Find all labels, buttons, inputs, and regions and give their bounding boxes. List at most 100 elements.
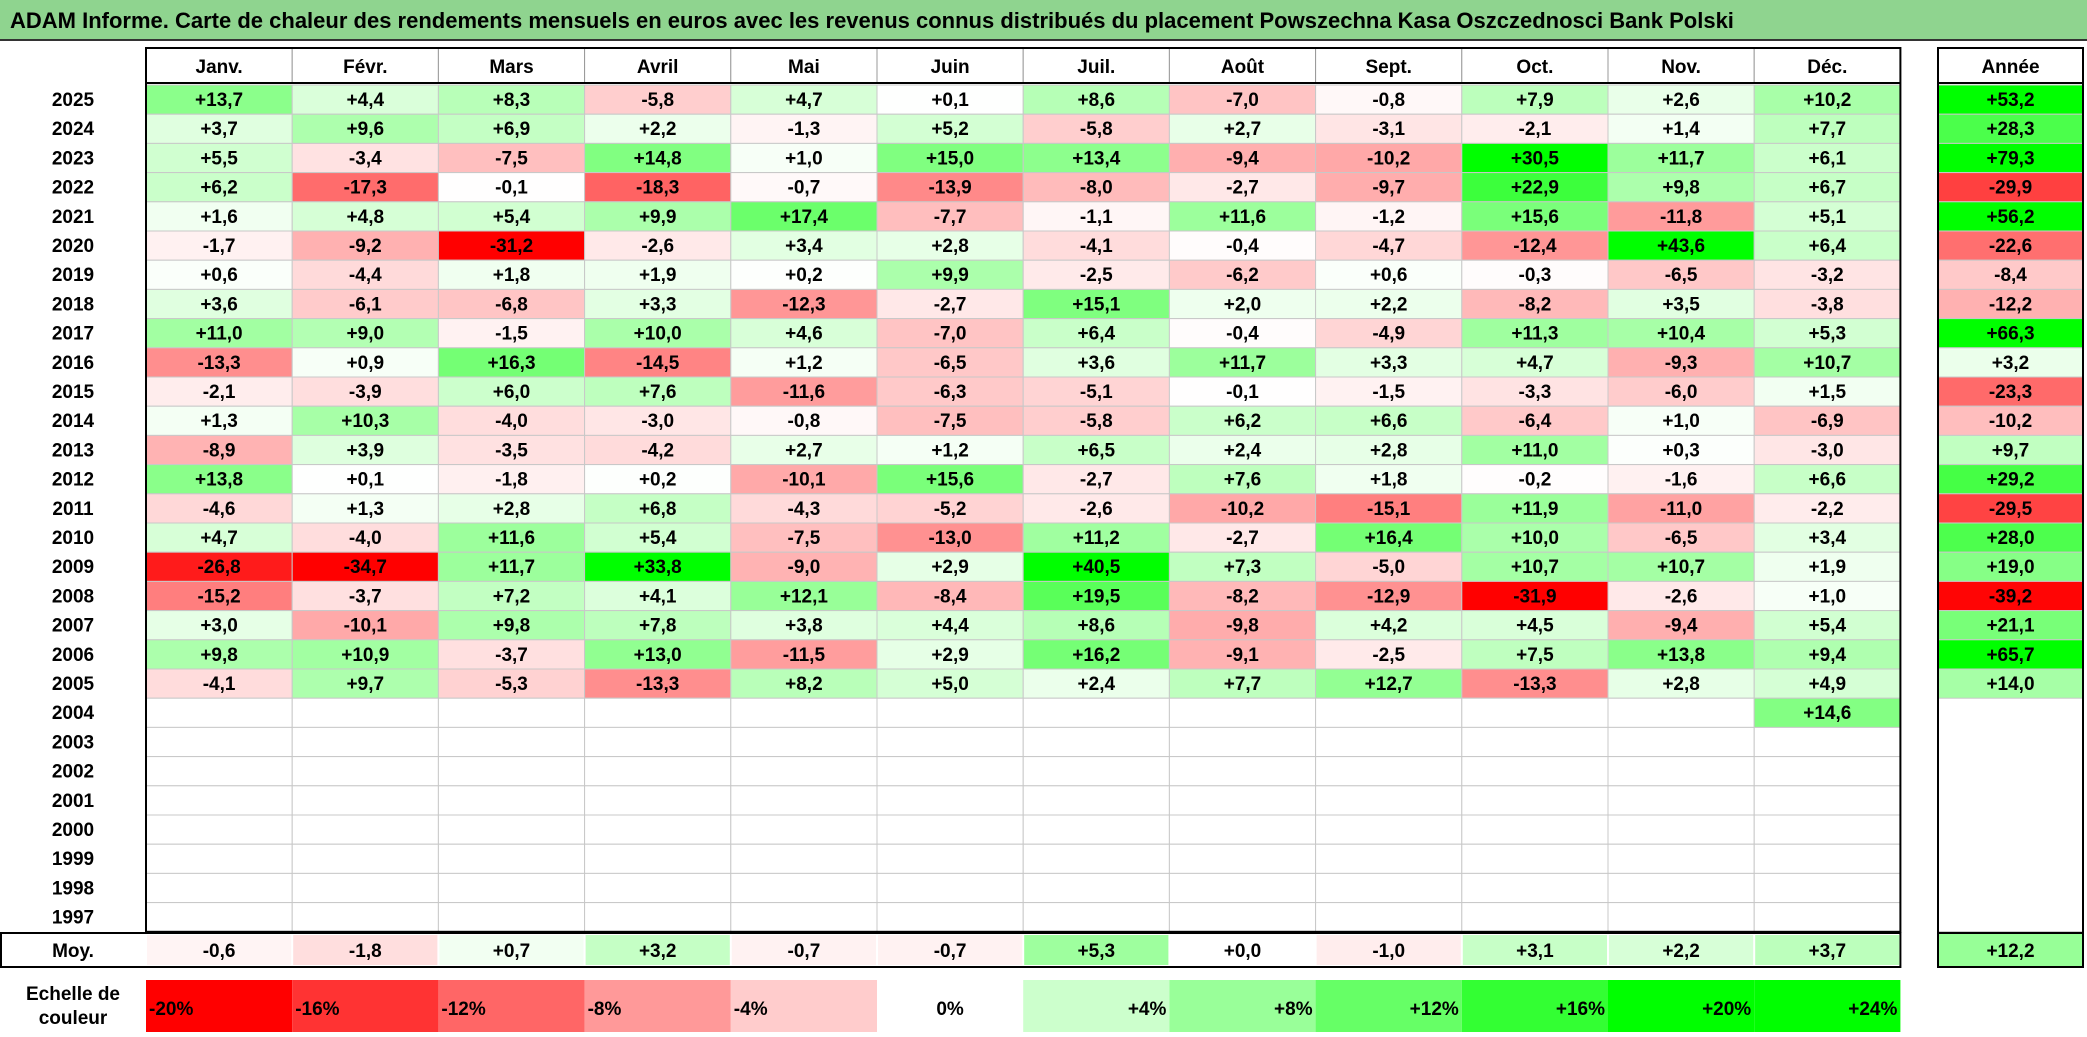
cell-value: -0,7	[788, 178, 821, 199]
heatmap-cell	[1168, 697, 1317, 728]
heatmap-cell	[145, 697, 293, 728]
heatmap-cell	[1461, 639, 1609, 670]
average-cell	[585, 935, 730, 965]
heatmap-cell	[876, 814, 1024, 845]
heatmap-cell	[1607, 726, 1755, 758]
heatmap-cell	[1168, 113, 1317, 144]
heatmap-cell	[730, 580, 878, 612]
cell-value: +11,7	[1219, 353, 1266, 374]
average-value: +5,3	[1078, 941, 1116, 962]
heatmap-cell	[1461, 756, 1609, 787]
heatmap-cell	[876, 726, 1024, 758]
heatmap-cell	[730, 464, 878, 495]
cell-value: -7,0	[1226, 90, 1259, 111]
heatmap-cell	[876, 113, 1024, 144]
cell-value: +3,3	[1370, 353, 1408, 374]
heatmap-cell	[1022, 230, 1170, 261]
heatmap-cell	[876, 347, 1024, 378]
heatmap-cell	[291, 610, 439, 641]
heatmap-cell	[1168, 464, 1317, 495]
cell-value: +10,7	[1511, 557, 1559, 578]
cell-value: +11,7	[1658, 148, 1705, 169]
cell-value: -2,7	[1226, 178, 1259, 199]
heatmap-cell	[876, 902, 1024, 933]
cell-value: -2,2	[1811, 499, 1844, 520]
heatmap-cell	[1315, 84, 1463, 115]
cell-value: -1,2	[1372, 207, 1405, 228]
heatmap-cell	[1461, 697, 1609, 728]
year-label: 2009	[52, 557, 94, 578]
heatmap-cell	[1753, 201, 1901, 232]
cell-value: -13,3	[197, 353, 240, 374]
annual-value: +79,3	[1986, 148, 2034, 169]
scale-stop-label: +4%	[1128, 999, 1167, 1020]
cell-value: -4,1	[1080, 236, 1113, 257]
cell-value: -6,4	[1519, 411, 1552, 432]
heatmap-cell	[437, 697, 586, 728]
heatmap-cell	[1753, 756, 1901, 787]
year-label: 2016	[52, 353, 94, 374]
cell-value: -5,2	[934, 499, 967, 520]
average-cell	[1609, 935, 1754, 965]
heatmap-cell	[1461, 84, 1609, 115]
heatmap-cell	[1461, 814, 1609, 845]
heatmap-cell	[1022, 726, 1170, 758]
heatmap-cell	[145, 318, 293, 349]
heatmap-cell	[291, 902, 439, 933]
heatmap-cell	[1168, 230, 1317, 261]
cell-value: +4,7	[200, 528, 238, 549]
heatmap-cell	[1168, 668, 1317, 699]
heatmap-cell	[584, 639, 732, 670]
heatmap-cell	[730, 522, 878, 553]
scale-swatch	[292, 980, 439, 1032]
heatmap-cell	[1753, 464, 1901, 495]
scale-stop-label: +24%	[1848, 999, 1897, 1020]
cell-value: +9,4	[1809, 645, 1847, 666]
scale-swatch	[1608, 980, 1755, 1032]
chart-title: ADAM Informe. Carte de chaleur des rende…	[10, 8, 1734, 33]
heatmap-cell	[145, 785, 293, 816]
cell-value: +4,9	[1809, 674, 1847, 695]
cell-value: +16,4	[1365, 528, 1414, 549]
cell-value: +1,4	[1662, 119, 1700, 140]
cell-value: +5,5	[200, 148, 238, 169]
cell-value: -4,9	[1372, 324, 1405, 345]
cell-value: +13,8	[1657, 645, 1705, 666]
cell-value: +1,8	[493, 265, 531, 286]
heatmap-cell	[1022, 785, 1170, 816]
cell-value: -6,3	[934, 382, 967, 403]
cell-value: -6,9	[1811, 411, 1844, 432]
cell-value: +7,5	[1516, 645, 1554, 666]
heatmap-cell	[291, 84, 439, 115]
heatmap-cell	[1607, 814, 1755, 845]
heatmap-cell	[584, 872, 732, 904]
cell-value: +12,7	[1365, 674, 1413, 695]
heatmap-cell	[1315, 493, 1463, 524]
heatmap-cell	[1461, 785, 1609, 816]
average-value: -0,7	[788, 941, 821, 962]
annual-value: +28,0	[1986, 528, 2034, 549]
annual-value: -29,9	[1989, 178, 2032, 199]
heatmap-cell	[1461, 172, 1609, 203]
heatmap-cell	[1607, 493, 1755, 524]
cell-value: +7,8	[639, 616, 677, 637]
heatmap-cell	[1315, 785, 1463, 816]
heatmap-cell	[291, 522, 439, 553]
heatmap-cell	[145, 814, 293, 845]
cell-value: +0,6	[1370, 265, 1408, 286]
cell-value: -3,7	[495, 645, 528, 666]
heatmap-cell	[437, 464, 586, 495]
heatmap-cell	[730, 902, 878, 933]
year-label: 2004	[52, 703, 95, 724]
cell-value: +6,6	[1809, 470, 1847, 491]
average-row-frame	[0, 932, 1902, 968]
cell-value: -5,8	[641, 90, 674, 111]
cell-value: -12,9	[1367, 586, 1410, 607]
cell-value: +2,8	[931, 236, 969, 257]
cell-value: +2,2	[639, 119, 677, 140]
cell-value: +10,3	[341, 411, 389, 432]
heatmap-cell	[437, 288, 586, 320]
heatmap-cell	[145, 551, 293, 582]
heatmap-cell	[730, 872, 878, 904]
heatmap-cell	[876, 142, 1024, 174]
